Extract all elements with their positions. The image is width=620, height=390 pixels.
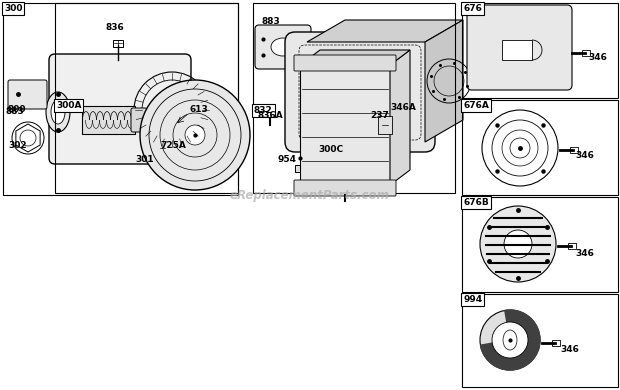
Circle shape	[140, 80, 250, 190]
FancyBboxPatch shape	[378, 116, 392, 134]
FancyBboxPatch shape	[131, 108, 147, 132]
FancyBboxPatch shape	[467, 5, 572, 90]
Polygon shape	[425, 20, 463, 142]
Text: 676B: 676B	[463, 198, 489, 207]
Text: 237: 237	[370, 110, 389, 119]
Text: 346: 346	[575, 250, 594, 259]
Text: 676: 676	[463, 4, 482, 13]
Polygon shape	[480, 310, 540, 370]
FancyBboxPatch shape	[157, 137, 181, 153]
Bar	[462, 197, 618, 292]
Polygon shape	[502, 40, 532, 60]
Circle shape	[492, 322, 528, 358]
Circle shape	[480, 206, 556, 282]
Text: 346A: 346A	[390, 103, 416, 112]
Text: 346: 346	[588, 53, 607, 62]
Ellipse shape	[46, 92, 70, 132]
Bar	[253, 3, 455, 193]
Bar	[570, 147, 578, 153]
Text: 954: 954	[278, 156, 297, 165]
FancyBboxPatch shape	[49, 54, 191, 164]
Bar	[300, 65, 390, 185]
Circle shape	[185, 125, 205, 145]
Text: 300: 300	[4, 4, 22, 13]
Text: 300A: 300A	[56, 101, 81, 110]
Text: eReplacementParts.com: eReplacementParts.com	[230, 188, 390, 202]
Circle shape	[504, 230, 532, 258]
Bar	[552, 340, 560, 346]
Bar	[568, 243, 576, 249]
Polygon shape	[295, 150, 311, 172]
Text: 346: 346	[560, 346, 579, 355]
Bar	[55, 3, 238, 193]
Bar	[3, 3, 238, 195]
Ellipse shape	[271, 38, 295, 56]
Bar	[462, 3, 618, 98]
Text: 346: 346	[575, 151, 594, 161]
Text: 302: 302	[8, 140, 27, 149]
Circle shape	[20, 130, 36, 146]
Polygon shape	[307, 20, 463, 42]
Bar	[582, 50, 590, 56]
FancyBboxPatch shape	[294, 180, 396, 196]
Bar	[462, 294, 618, 387]
Ellipse shape	[51, 100, 65, 124]
Text: 676A: 676A	[463, 101, 489, 110]
Text: 300C: 300C	[318, 145, 343, 154]
Text: 800: 800	[8, 106, 27, 115]
Bar	[113, 40, 123, 47]
Bar	[462, 100, 618, 195]
Text: 836: 836	[105, 23, 124, 32]
Ellipse shape	[503, 330, 517, 350]
Text: 301: 301	[135, 156, 154, 165]
Bar	[266, 106, 274, 112]
FancyBboxPatch shape	[285, 32, 435, 152]
Circle shape	[480, 310, 540, 370]
Text: 883: 883	[6, 108, 25, 117]
Bar	[82, 106, 135, 134]
Polygon shape	[390, 50, 410, 185]
Text: 836A: 836A	[258, 110, 284, 119]
Text: 994: 994	[463, 295, 482, 304]
FancyBboxPatch shape	[255, 25, 311, 69]
Circle shape	[12, 122, 44, 154]
Text: 883: 883	[262, 18, 281, 27]
FancyBboxPatch shape	[294, 55, 396, 71]
Text: 725A: 725A	[160, 140, 186, 149]
Polygon shape	[300, 50, 410, 65]
Text: 832: 832	[254, 106, 273, 115]
Text: 613: 613	[190, 106, 209, 115]
FancyBboxPatch shape	[8, 80, 47, 109]
